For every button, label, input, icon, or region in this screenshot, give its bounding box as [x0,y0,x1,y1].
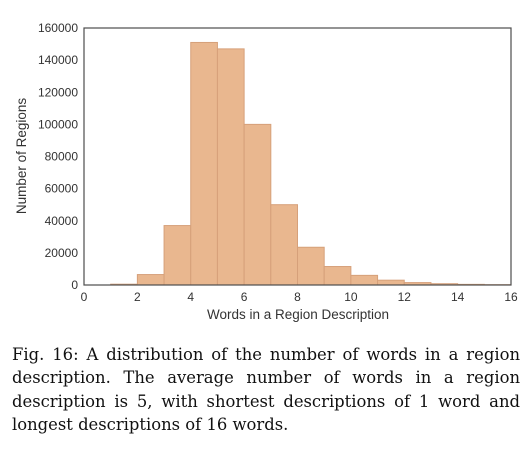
y-tick-label: 0 [71,278,78,292]
y-axis-label: Number of Regions [14,98,29,215]
histogram-bar [270,204,298,286]
figure-caption: Fig. 16: A distribution of the number of… [12,345,520,434]
histogram-bar [350,274,379,286]
x-tick-label: 10 [344,290,358,304]
x-tick-label: 8 [294,290,301,304]
y-tick-label: 120000 [38,85,78,99]
histogram-bar [136,274,165,286]
x-axis-label: Words in a Region Description [207,307,389,322]
y-tick-label: 100000 [38,117,78,131]
histogram-bar [297,246,325,286]
x-axis-ticks: 0 2 4 6 8 10 12 14 16 [81,290,518,304]
histogram-bar [216,48,245,286]
y-tick-label: 60000 [45,182,79,196]
x-tick-label: 14 [451,290,465,304]
histogram-bar [377,279,405,286]
x-tick-label: 6 [241,290,248,304]
histogram-bar [323,266,352,286]
y-tick-label: 160000 [38,21,78,35]
y-tick-label: 20000 [45,246,79,260]
y-tick-label: 140000 [38,53,78,67]
x-tick-label: 4 [187,290,194,304]
histogram-bar [190,41,218,286]
bar-group [110,41,512,286]
x-tick-label: 12 [398,290,412,304]
histogram-chart: 0 2 4 6 8 10 12 14 16 0 20000 40000 60000 80000 10000… [14,21,518,322]
histogram-bar [163,225,192,286]
y-tick-label: 40000 [45,214,79,228]
y-tick-label: 80000 [45,150,79,164]
plot-frame [83,27,512,286]
y-axis-ticks: 0 20000 40000 60000 80000 100000 120000 140000 1… [38,21,78,292]
x-tick-label: 2 [134,290,141,304]
x-tick-label: 0 [81,290,88,304]
x-tick-label: 16 [504,290,518,304]
histogram-bar [243,123,272,286]
